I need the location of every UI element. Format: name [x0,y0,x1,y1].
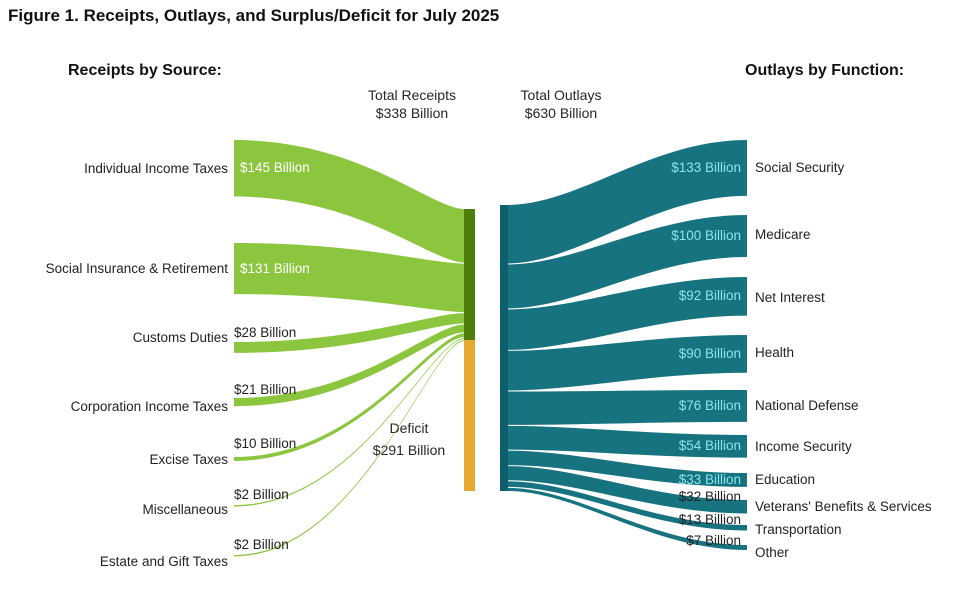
outlay-label-medicare: Medicare [755,227,811,242]
receipt-label-miscellaneous: Miscellaneous [142,502,228,517]
deficit-value: $291 Billion [372,442,446,458]
flow-outlay-medicare [507,215,747,309]
flow-outlay-health [507,335,747,391]
outlay-label-transportation: Transportation [755,522,842,537]
outlay-label-income-security: Income Security [755,439,852,454]
total-outlays-annotation: Total Outlays $630 Billion [521,87,602,122]
outlay-value-transportation: $13 Billion [678,512,741,527]
receipt-value-miscellaneous: $2 Billion [234,487,289,502]
deficit-node [464,340,475,491]
flow-outlay-net-interest [507,277,747,350]
receipt-label-individual-income-taxes: Individual Income Taxes [84,161,228,176]
flow-receipt-customs-duties [234,313,465,353]
outlay-value-health: $90 Billion [678,345,741,361]
deficit-label: Deficit [389,420,429,436]
outlay-value-national-defense: $76 Billion [678,397,741,413]
figure-title: Figure 1. Receipts, Outlays, and Surplus… [8,6,500,25]
flow-outlay-education [507,450,747,487]
flow-receipt-excise-taxes [234,333,465,461]
outlays-header: Outlays by Function: [745,62,905,79]
receipt-label-excise-taxes: Excise Taxes [149,452,228,467]
outlay-value-income-security: $54 Billion [678,438,741,454]
outlay-value-veterans-benefits-services: $32 Billion [678,489,741,504]
outlay-value-other: $7 Billion [686,533,741,548]
total-receipts-value: $338 Billion [375,104,449,121]
total-receipts-node [464,209,475,340]
flow-outlay-income-security [507,425,747,458]
receipt-label-customs-duties: Customs Duties [132,330,228,345]
total-receipts-label: Total Receipts [368,87,456,103]
flow-receipt-corporation-income-taxes [234,324,465,407]
receipt-label-estate-and-gift-taxes: Estate and Gift Taxes [99,554,228,569]
flow-receipt-social-insurance-retirement [234,243,465,313]
flow-outlay-transportation [507,481,747,531]
receipt-value-customs-duties: $28 Billion [234,325,297,340]
receipt-label-corporation-income-taxes: Corporation Income Taxes [70,399,228,414]
outlay-label-national-defense: National Defense [755,398,859,413]
outlay-label-net-interest: Net Interest [755,290,825,305]
total-outlays-value: $630 Billion [524,104,598,121]
outlay-value-medicare: $100 Billion [671,228,741,243]
receipt-value-social-insurance-retirement: $131 Billion [240,260,310,276]
receipts-header: Receipts by Source: [68,62,222,79]
receipt-value-individual-income-taxes: $145 Billion [240,160,310,176]
total-outlays-node [500,205,508,491]
outlay-label-education: Education [755,472,816,487]
total-outlays-label: Total Outlays [520,87,602,103]
outlay-label-social-security: Social Security [755,160,845,175]
outlay-label-other: Other [755,545,789,560]
flow-outlay-veterans-benefits-services [507,466,747,514]
flow-outlay-social-security [507,140,747,264]
receipt-value-estate-and-gift-taxes: $2 Billion [234,537,289,552]
receipt-value-excise-taxes: $10 Billion [234,436,297,451]
flow-receipt-individual-income-taxes [234,140,465,263]
total-receipts-annotation: Total Receipts $338 Billion [368,87,456,122]
deficit-annotation: Deficit $291 Billion [373,417,445,461]
outlay-label-health: Health [755,345,795,360]
outlay-value-social-security: $133 Billion [671,159,741,175]
outlay-label-veterans-benefits-services: Veterans' Benefits & Services [755,499,932,514]
outlay-value-net-interest: $92 Billion [678,288,741,304]
receipt-label-social-insurance-retirement: Social Insurance & Retirement [45,261,228,276]
outlay-value-education: $33 Billion [678,471,741,487]
receipt-value-corporation-income-taxes: $21 Billion [234,382,297,397]
flow-outlay-national-defense [507,390,747,425]
